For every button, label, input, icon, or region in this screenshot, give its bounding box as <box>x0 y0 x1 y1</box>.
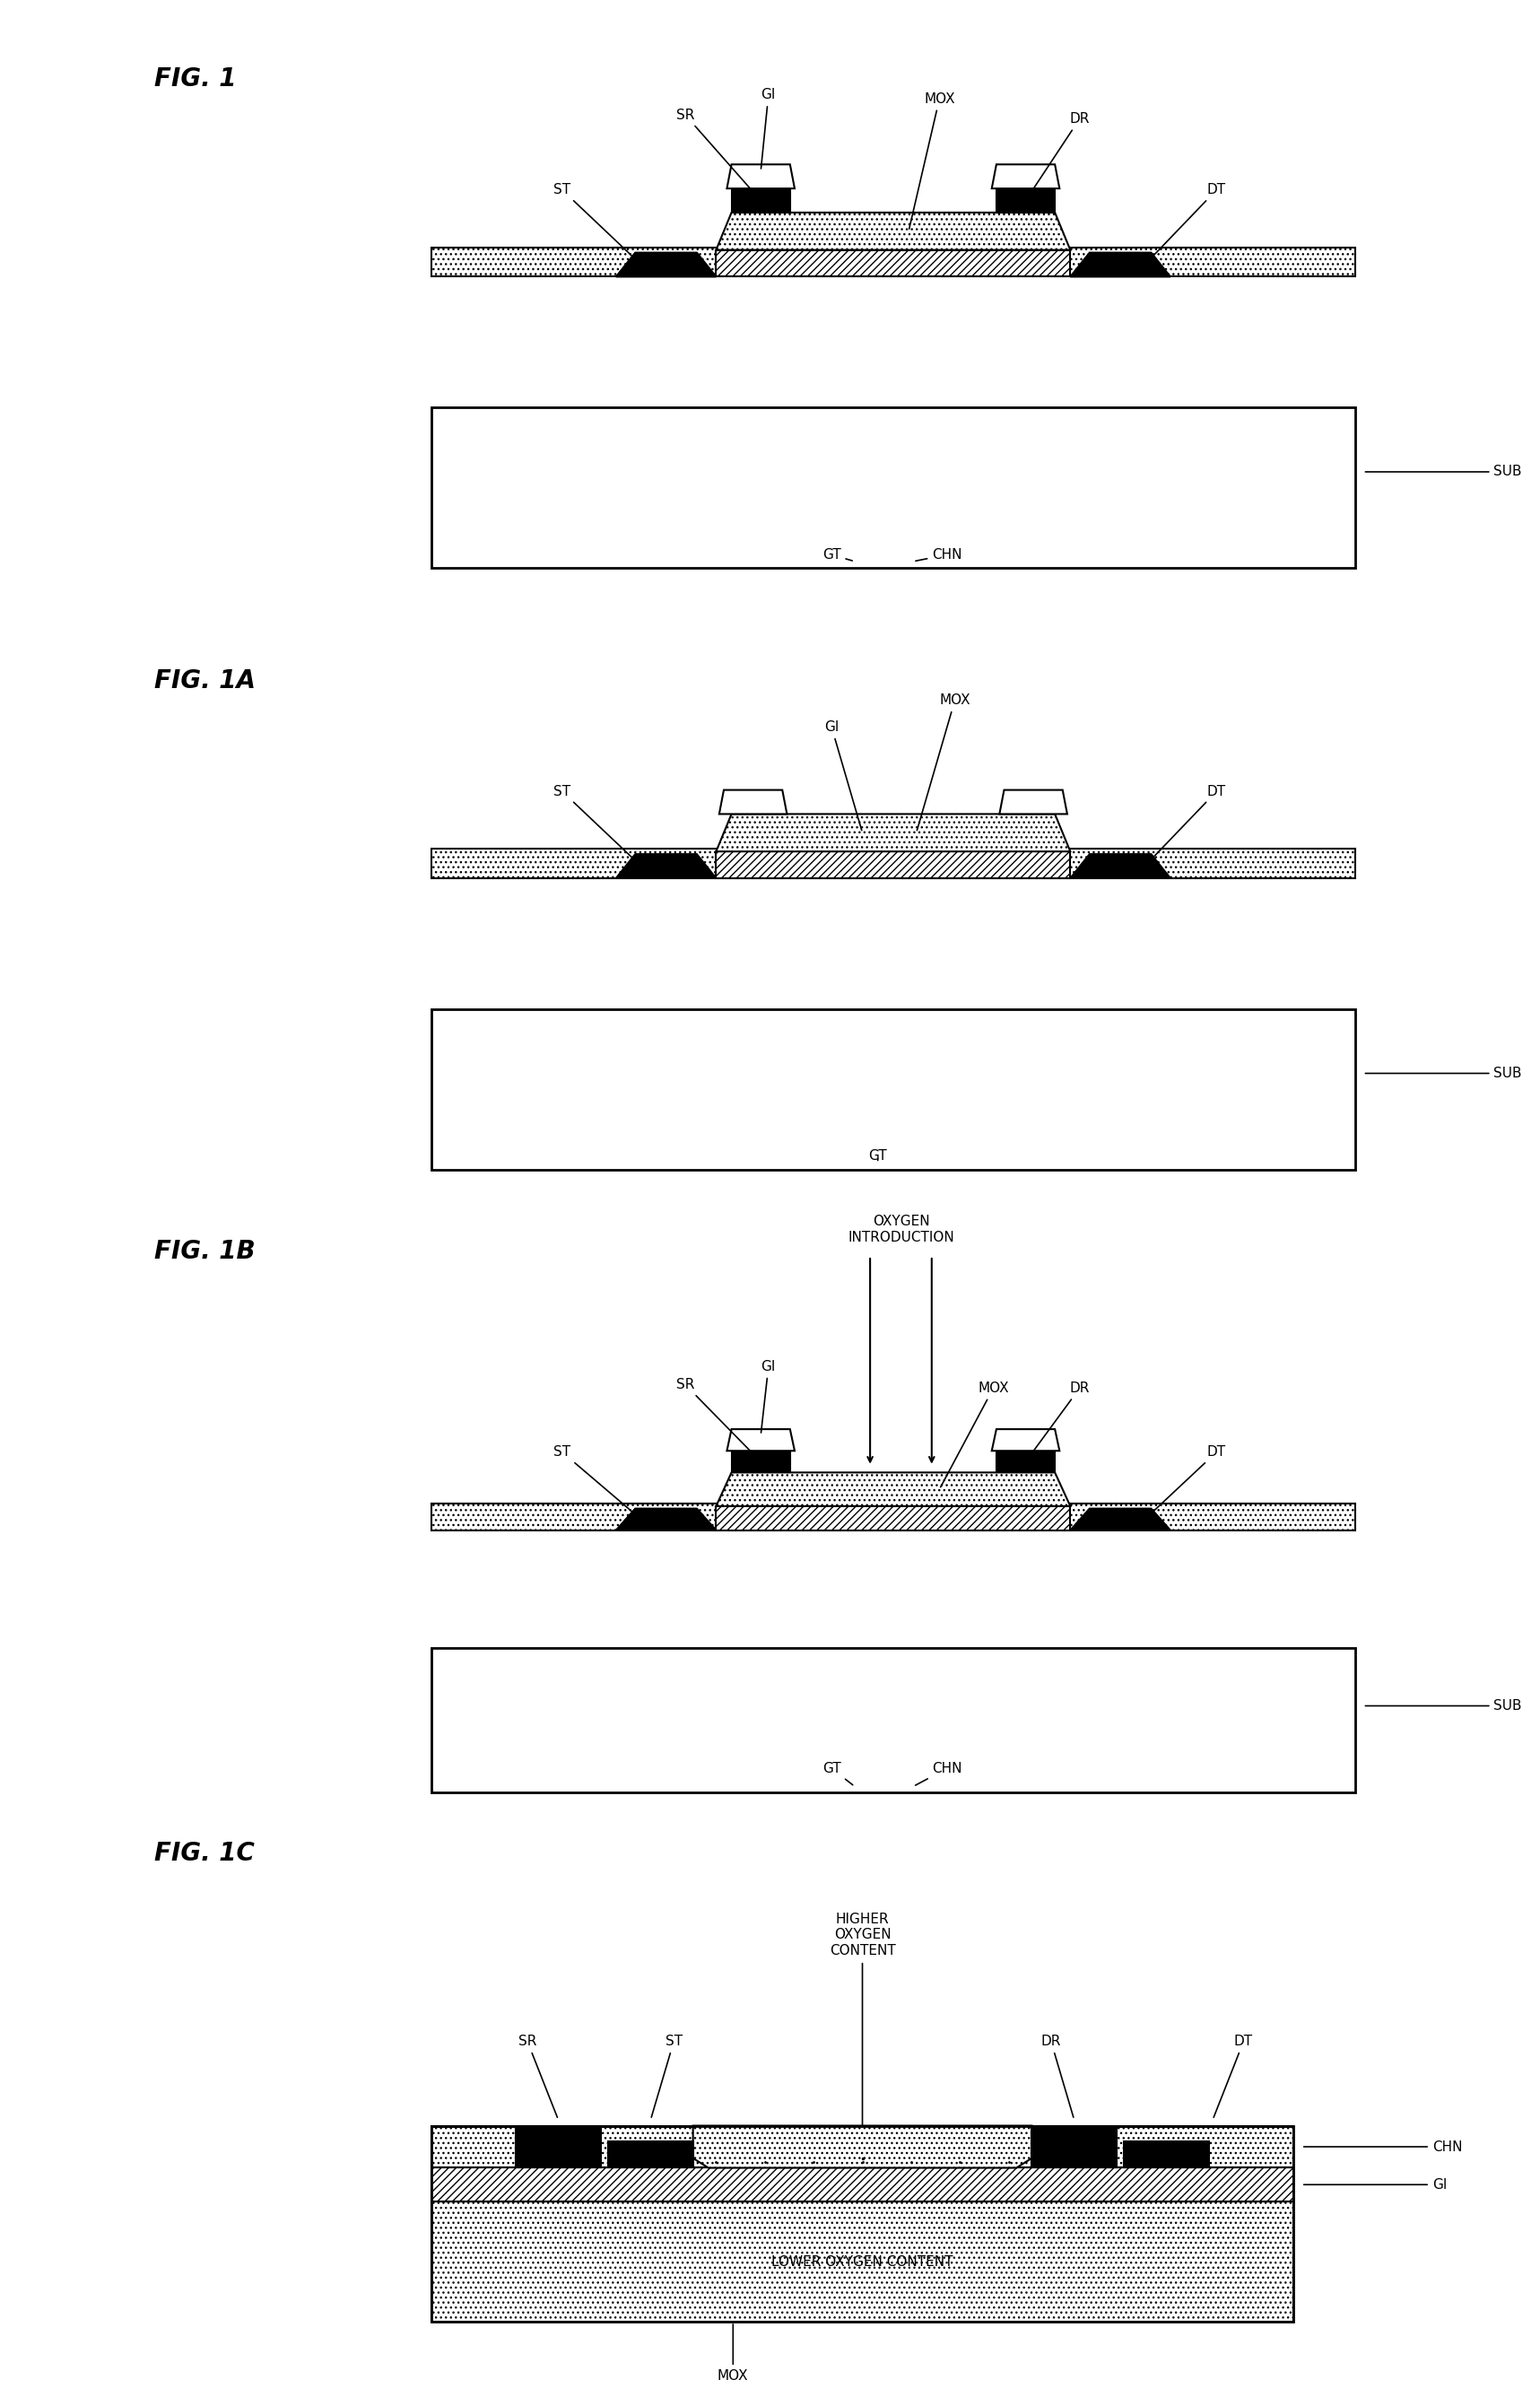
Bar <box>431 1504 1355 1530</box>
Polygon shape <box>992 164 1060 188</box>
Polygon shape <box>716 212 1070 250</box>
Text: GI: GI <box>1304 2177 1448 2192</box>
Text: SR: SR <box>676 108 759 200</box>
Polygon shape <box>719 789 787 813</box>
Bar <box>716 852 1070 878</box>
Polygon shape <box>716 813 1070 852</box>
Text: FIG. 1B: FIG. 1B <box>154 1239 256 1263</box>
Polygon shape <box>727 1429 795 1451</box>
Text: GI: GI <box>824 719 862 830</box>
Text: DR: DR <box>1027 113 1090 197</box>
Text: DR: DR <box>1041 2035 1073 2117</box>
Bar <box>1032 2127 1116 2168</box>
Polygon shape <box>727 164 795 188</box>
Bar <box>731 188 790 212</box>
Text: OXYGEN
INTRODUCTION: OXYGEN INTRODUCTION <box>847 1215 955 1244</box>
Text: HIGHER
OXYGEN
CONTENT: HIGHER OXYGEN CONTENT <box>830 1913 895 1958</box>
Polygon shape <box>1070 1509 1170 1530</box>
Text: MOX: MOX <box>718 2324 748 2382</box>
Bar <box>716 250 1070 277</box>
Bar <box>996 188 1055 212</box>
Bar <box>431 248 1355 277</box>
Text: MOX: MOX <box>916 693 970 830</box>
Text: SUB: SUB <box>1366 464 1522 479</box>
Polygon shape <box>616 854 716 878</box>
Polygon shape <box>716 1472 1070 1506</box>
Text: CHN: CHN <box>1304 2139 1463 2153</box>
Text: SR: SR <box>519 2035 557 2117</box>
Bar <box>431 2168 1294 2201</box>
Text: DT: DT <box>1214 2035 1254 2117</box>
Text: FIG. 1: FIG. 1 <box>154 67 236 91</box>
Text: DT: DT <box>1141 1446 1226 1523</box>
Polygon shape <box>1070 253 1170 277</box>
Bar <box>1124 2141 1209 2168</box>
Text: ST: ST <box>553 1446 645 1523</box>
Polygon shape <box>693 2127 1032 2168</box>
Text: DT: DT <box>1141 183 1226 267</box>
Text: SUB: SUB <box>1366 1066 1522 1080</box>
Text: DR: DR <box>1027 1381 1090 1460</box>
Polygon shape <box>999 789 1067 813</box>
Text: ST: ST <box>651 2035 682 2117</box>
Polygon shape <box>992 1429 1060 1451</box>
Bar <box>731 1451 790 1472</box>
Bar <box>431 849 1355 878</box>
Bar <box>431 2127 1294 2168</box>
Bar <box>431 407 1355 568</box>
Bar <box>608 2141 693 2168</box>
Bar <box>431 2201 1294 2322</box>
Bar <box>431 1648 1355 1792</box>
Text: GT: GT <box>822 549 852 561</box>
Text: GI: GI <box>761 89 776 168</box>
Bar <box>516 2127 601 2168</box>
Text: ST: ST <box>553 183 645 269</box>
Bar <box>716 1506 1070 1530</box>
Text: ST: ST <box>553 784 645 871</box>
Text: GT: GT <box>869 1150 887 1162</box>
Text: SUB: SUB <box>1366 1699 1522 1713</box>
Text: CHN: CHN <box>916 549 962 561</box>
Text: FIG. 1C: FIG. 1C <box>154 1841 254 1865</box>
Text: MOX: MOX <box>909 91 955 229</box>
Bar <box>431 2127 1294 2322</box>
Text: GT: GT <box>822 1761 853 1785</box>
Bar <box>996 1451 1055 1472</box>
Polygon shape <box>1070 854 1170 878</box>
Polygon shape <box>616 1509 716 1530</box>
Text: CHN: CHN <box>915 1761 962 1785</box>
Bar <box>431 1008 1355 1169</box>
Text: SR: SR <box>676 1379 759 1460</box>
Text: DT: DT <box>1141 784 1226 869</box>
Text: LOWER OXYGEN CONTENT: LOWER OXYGEN CONTENT <box>772 2254 953 2269</box>
Text: GI: GI <box>761 1359 776 1432</box>
Text: FIG. 1A: FIG. 1A <box>154 669 256 693</box>
Polygon shape <box>616 253 716 277</box>
Text: MOX: MOX <box>941 1381 1009 1487</box>
